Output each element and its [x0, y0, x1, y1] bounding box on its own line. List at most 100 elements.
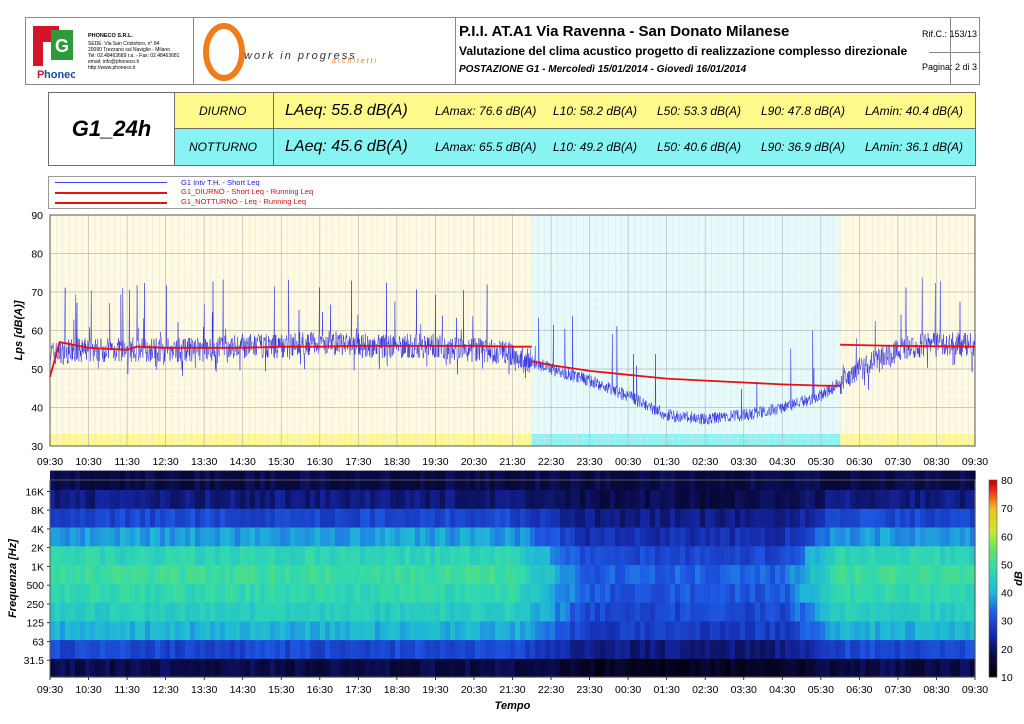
spectrogram-cell: [805, 658, 811, 678]
series-running-leq-notturno: [531, 360, 841, 387]
spectrogram-cell: [875, 489, 881, 509]
spectrogram-cell: [120, 583, 126, 603]
spectrogram-cell: [55, 545, 61, 566]
spectrogram-cell: [670, 564, 676, 584]
spectrogram-cell: [660, 508, 666, 528]
spectrogram-cell: [760, 508, 766, 528]
spectrogram-cell: [855, 583, 861, 603]
colorbar-cell: [989, 572, 997, 577]
spectrogram-cell: [535, 526, 541, 547]
spectrogram-cell: [790, 620, 796, 641]
spectrogram-cell: [190, 545, 196, 566]
spectrogram-cell: [650, 489, 656, 509]
spectrogram-cell: [670, 658, 676, 678]
spectrogram-cell: [850, 508, 856, 528]
spectrogram-cell: [215, 602, 221, 622]
spectrogram-cell: [165, 489, 171, 509]
spectrogram-cell: [390, 620, 396, 641]
spectrogram-cell: [585, 508, 591, 528]
spectrogram-cell: [225, 583, 231, 603]
spectrogram-cell: [635, 620, 641, 641]
spectrogram-cell: [515, 620, 521, 641]
spectrogram-cell: [525, 620, 531, 641]
spectrogram-cell: [400, 639, 406, 659]
spectrogram-cell: [165, 602, 171, 622]
x-tick-label: 21:30: [499, 456, 525, 468]
colorbar-cell: [989, 646, 997, 650]
spectrogram-cell: [525, 545, 531, 566]
spectrogram-cell: [805, 620, 811, 641]
spectrogram-cell: [505, 658, 511, 678]
spectrogram-cell: [450, 508, 456, 528]
spectrogram-cell: [195, 545, 201, 566]
l10-value: L10: 58.2 dB(A): [553, 103, 638, 118]
y-tick-label: 50: [31, 364, 43, 376]
spectrogram-cell: [265, 602, 271, 622]
spectrogram-cell: [595, 489, 601, 509]
spectrogram-cell: [550, 639, 556, 659]
spectrogram-cell: [90, 508, 96, 528]
spectrogram-cell: [515, 564, 521, 584]
spectrogram-cell: [620, 583, 626, 603]
spectrogram-cell: [335, 545, 341, 566]
spectrogram-cell: [370, 564, 376, 584]
spectrogram-cell: [270, 545, 276, 566]
spectrogram-cell: [480, 489, 486, 509]
spectrogram-cell: [565, 658, 571, 678]
spectrogram-cell: [800, 526, 806, 547]
spectrogram-cell: [730, 620, 736, 641]
spectrogram-cell: [700, 545, 706, 566]
x-tick-label: 12:30: [152, 684, 178, 696]
spectrogram-cell: [60, 508, 66, 528]
spectrogram-cell: [310, 620, 316, 641]
spectrogram-cell: [805, 489, 811, 509]
spectrogram-cell: [565, 545, 571, 566]
spectrogram-cell: [570, 658, 576, 678]
colorbar-cell: [989, 541, 997, 546]
spectrogram-cell: [425, 639, 431, 659]
spectrogram-cell: [610, 658, 616, 678]
spectrogram-cell: [315, 639, 321, 659]
colorbar-cell: [989, 544, 997, 548]
spectrogram-cell: [825, 658, 831, 678]
spectrogram-cell: [785, 564, 791, 584]
spectrogram-cell: [145, 639, 151, 659]
spectrogram-cell: [190, 620, 196, 641]
spectrogram-cell: [95, 526, 101, 547]
spectrogram-cell: [215, 564, 221, 584]
spectrogram-cell: [575, 602, 581, 622]
spectrogram-cell: [625, 526, 631, 547]
spectrogram-cell: [110, 526, 116, 547]
spectrogram-cell: [210, 602, 216, 622]
y-tick-label: 40: [31, 403, 43, 415]
wip-logo-ring: [203, 23, 245, 81]
spectrogram-cell: [675, 602, 681, 622]
spectrogram-cell: [905, 545, 911, 566]
colorbar-tick-label: 80: [1001, 475, 1013, 487]
spectrogram-cell: [420, 489, 426, 509]
spectrogram-cell: [400, 526, 406, 547]
spectrogram-cell: [560, 602, 566, 622]
spectrogram-cell: [925, 639, 931, 659]
spectrogram-cell: [715, 583, 721, 603]
spectrogram-cell: [550, 564, 556, 584]
x-tick-label: 07:30: [885, 684, 911, 696]
spectrogram-cell: [390, 508, 396, 528]
spectrogram-cell: [890, 583, 896, 603]
spectrogram-cell: [80, 602, 86, 622]
colorbar-cell: [989, 584, 997, 588]
spectrogram-cell: [175, 620, 181, 641]
spectrogram-cell: [530, 620, 536, 641]
spectrogram-cell: [460, 602, 466, 622]
spectrogram-cell: [950, 602, 956, 622]
spectrogram-cell: [735, 508, 741, 528]
spectrogram-cell: [125, 620, 131, 641]
spectrogram-cell: [630, 583, 636, 603]
spectrogram-cell: [370, 545, 376, 566]
spectrogram-cell: [650, 620, 656, 641]
spectrogram-cell: [620, 526, 626, 547]
spectrogram-cell: [745, 508, 751, 528]
spectrogram-cell: [835, 508, 841, 528]
colorbar-cell: [989, 662, 997, 667]
spectrogram-cell: [115, 526, 121, 547]
